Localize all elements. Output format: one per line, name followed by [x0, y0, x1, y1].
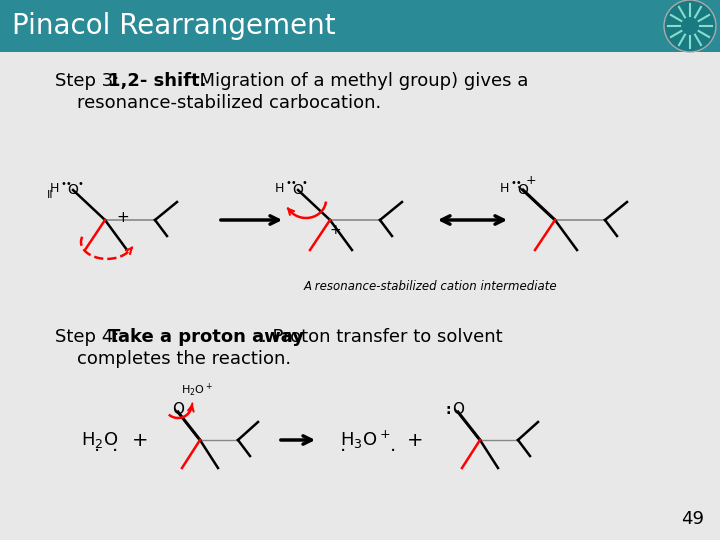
- Text: $\mathregular{H_2O^+}$: $\mathregular{H_2O^+}$: [181, 381, 212, 399]
- Text: Step 4:: Step 4:: [55, 328, 125, 346]
- Text: H: H: [274, 181, 284, 194]
- Text: •: •: [77, 179, 83, 189]
- Text: ••: ••: [285, 178, 297, 188]
- Text: $\mathregular{H_2O}$: $\mathregular{H_2O}$: [81, 430, 119, 450]
- Text: Take a proton away: Take a proton away: [108, 328, 304, 346]
- Text: H: H: [500, 181, 509, 194]
- Text: resonance-stabilized carbocation.: resonance-stabilized carbocation.: [77, 94, 382, 112]
- Text: O: O: [172, 402, 184, 417]
- Bar: [0, 0, 720, 52]
- Text: O: O: [452, 402, 464, 417]
- Text: •: •: [301, 178, 307, 188]
- Text: O: O: [68, 183, 78, 197]
- Text: completes the reaction.: completes the reaction.: [77, 350, 291, 368]
- Text: Step 3:: Step 3:: [55, 72, 125, 90]
- Text: +: +: [117, 210, 130, 225]
- Text: ••: ••: [60, 179, 72, 189]
- Text: ·: ·: [94, 442, 100, 461]
- Text: 49: 49: [681, 510, 704, 528]
- Text: +: +: [407, 430, 423, 449]
- Text: +: +: [132, 430, 148, 449]
- Text: ·: ·: [340, 442, 346, 461]
- Text: A resonance-stabilized cation intermediate: A resonance-stabilized cation intermedia…: [303, 280, 557, 293]
- Text: ·: ·: [390, 442, 396, 461]
- Text: O: O: [518, 183, 528, 197]
- Text: . Proton transfer to solvent: . Proton transfer to solvent: [261, 328, 503, 346]
- Text: O: O: [292, 183, 303, 197]
- Text: :: :: [445, 403, 451, 417]
- Text: H: H: [50, 181, 59, 194]
- Text: Migration of a methyl group) gives a: Migration of a methyl group) gives a: [188, 72, 528, 90]
- Circle shape: [664, 0, 716, 52]
- Text: ••: ••: [510, 178, 522, 188]
- Text: Pinacol Rearrangement: Pinacol Rearrangement: [12, 12, 336, 40]
- Text: ·: ·: [112, 442, 118, 461]
- Text: II: II: [47, 190, 53, 200]
- Text: $\mathregular{H_3O^+}$: $\mathregular{H_3O^+}$: [340, 429, 390, 451]
- Text: 1,2- shift.: 1,2- shift.: [108, 72, 207, 90]
- Text: +: +: [526, 173, 536, 186]
- Text: +: +: [329, 223, 341, 237]
